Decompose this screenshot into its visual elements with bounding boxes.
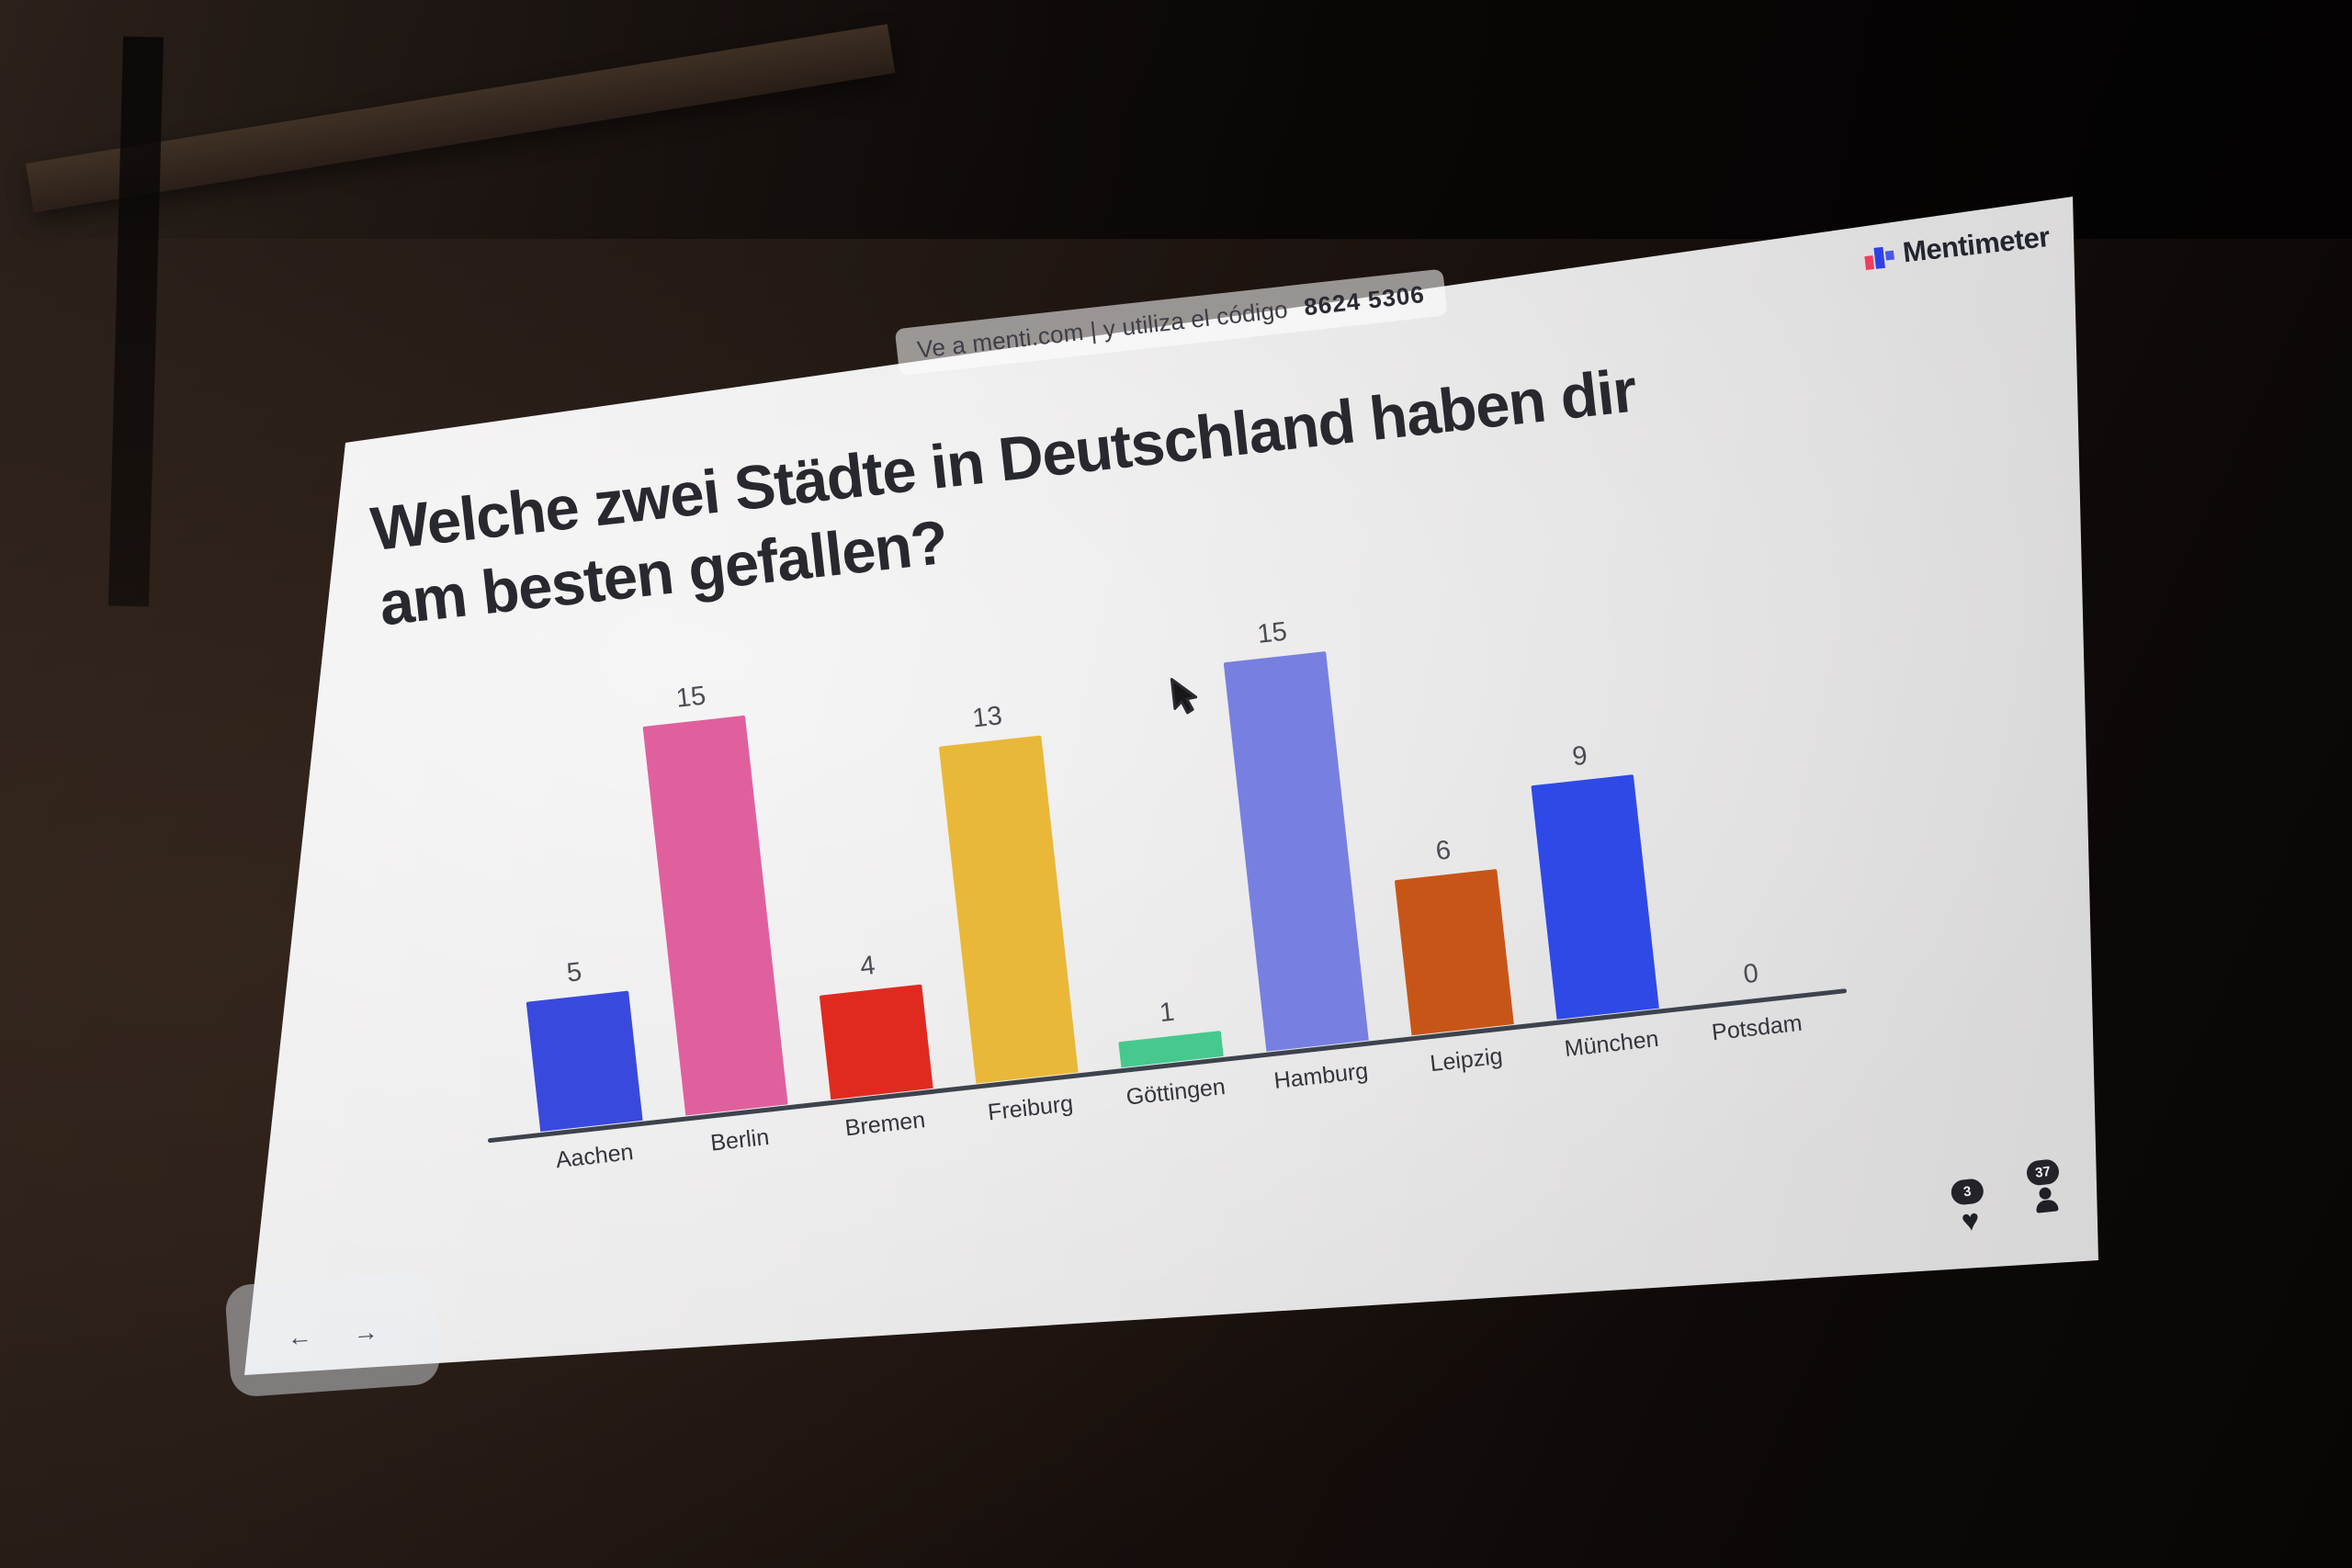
- category-label: Aachen: [554, 1139, 635, 1174]
- bar-chart: 5 15 4 13 1 15 6 9 0 Aachen Berlin Bremen Freiburg G…: [475, 595, 1848, 1178]
- bar-slot: 15: [1198, 611, 1391, 1055]
- bar-slot: 5: [500, 950, 663, 1134]
- category-label: Berlin: [708, 1123, 771, 1156]
- participants-widget: 37: [2025, 1157, 2064, 1214]
- bar: [938, 735, 1079, 1084]
- bar-value-label: 5: [565, 957, 583, 988]
- bar: [1395, 869, 1515, 1036]
- slide-nav-controls: ← →: [224, 1271, 441, 1398]
- bar-slot: 6: [1369, 829, 1535, 1038]
- category-label: Freiburg: [986, 1090, 1075, 1126]
- category-label: Göttingen: [1125, 1073, 1227, 1111]
- bar-value-label: 0: [1742, 958, 1760, 990]
- category-label: Potsdam: [1710, 1010, 1804, 1046]
- bar: [1223, 651, 1369, 1052]
- bar: [819, 984, 933, 1100]
- reactions-widget[interactable]: 3 ♥: [1950, 1178, 1987, 1238]
- next-slide-button[interactable]: →: [344, 1311, 387, 1354]
- bar: [642, 715, 788, 1116]
- bar-value-label: 4: [858, 951, 877, 982]
- bar-value-label: 13: [970, 701, 1004, 734]
- mentimeter-logo-text: Mentimeter: [1901, 220, 2052, 269]
- bar-value-label: 15: [674, 681, 707, 714]
- bar-value-label: 6: [1434, 835, 1453, 867]
- category-label: Bremen: [843, 1107, 927, 1142]
- bar: [1531, 774, 1660, 1020]
- bar-slot: 9: [1506, 734, 1681, 1022]
- bar-value-label: 15: [1255, 616, 1289, 649]
- mentimeter-logo: Mentimeter: [1862, 220, 2052, 274]
- mentimeter-logo-icon: [1864, 246, 1894, 271]
- category-label: Hamburg: [1272, 1057, 1370, 1094]
- heart-icon[interactable]: ♥: [1959, 1201, 1982, 1238]
- category-label: Leipzig: [1429, 1043, 1504, 1077]
- participants-count-badge: 37: [2025, 1157, 2061, 1187]
- bar-slot: 4: [794, 943, 955, 1102]
- mentimeter-slide: Ve a menti.com | y utiliza el código 8624…: [349, 194, 2289, 1463]
- person-icon: [2030, 1186, 2061, 1214]
- bar-value-label: 9: [1570, 740, 1589, 773]
- join-instruction-text: Ve a menti.com | y utiliza el código: [915, 295, 1290, 364]
- previous-slide-button[interactable]: ←: [278, 1315, 322, 1359]
- join-code: 8624 5306: [1302, 279, 1427, 321]
- reactions-count-badge: 3: [1950, 1178, 1985, 1206]
- category-label: München: [1563, 1025, 1660, 1063]
- bar: [526, 990, 643, 1133]
- question-title: Welche zwei Städte in Deutschland haben …: [368, 315, 1991, 642]
- bar-value-label: 1: [1158, 997, 1176, 1029]
- join-instruction-bar: Ve a menti.com | y utiliza el código 8624…: [894, 268, 1448, 377]
- mouse-cursor: [1170, 678, 1198, 715]
